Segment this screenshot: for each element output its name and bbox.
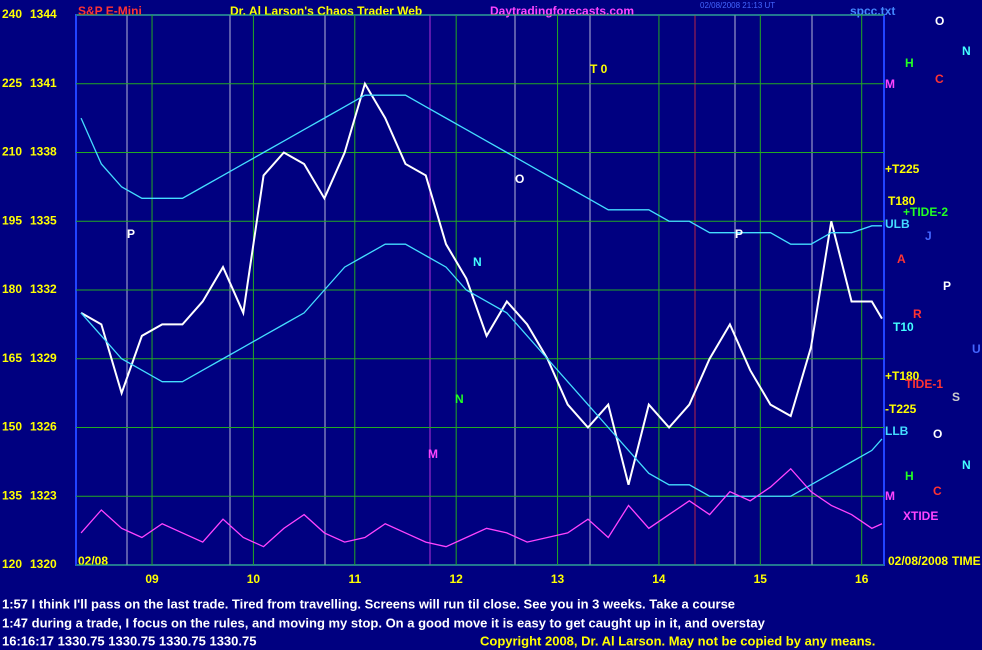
y-tick-label: 1320 <box>30 557 57 571</box>
y2-tick-label: 135 <box>2 488 22 502</box>
level-label: P <box>943 279 951 293</box>
note: 1:47 during a trade, I focus on the rule… <box>2 615 766 630</box>
level-label: M <box>885 77 895 91</box>
y2-tick-label: 150 <box>2 420 22 434</box>
level-label: T10 <box>893 320 914 334</box>
annotation: O <box>515 172 524 186</box>
y-tick-label: 1323 <box>30 488 57 502</box>
series-label: XTIDE <box>903 509 938 523</box>
series-label: ULB <box>885 217 910 231</box>
level-label: A <box>897 252 906 266</box>
y2-tick-label: 240 <box>2 7 22 21</box>
x-tick-label: 13 <box>551 572 565 586</box>
y-tick-label: 1344 <box>30 7 57 21</box>
level-label: H <box>905 56 914 70</box>
end-date: 02/08/2008 <box>888 554 948 568</box>
note: 1:57 I think I'll pass on the last trade… <box>2 596 735 611</box>
series-line <box>80 81 883 486</box>
level-label: +T225 <box>885 162 920 176</box>
instrument: S&P E-Mini <box>78 4 142 18</box>
start-date: 02/08 <box>78 554 108 568</box>
series-line <box>80 467 883 548</box>
y2-tick-label: 210 <box>2 145 22 159</box>
level-label: +T180 <box>885 369 920 383</box>
level-label: -T225 <box>885 402 917 416</box>
level-label: M <box>885 489 895 503</box>
y2-tick-label: 120 <box>2 557 22 571</box>
site: Daytradingforecasts.com <box>490 4 634 18</box>
level-label: H <box>905 469 914 483</box>
annotation: M <box>428 447 438 461</box>
x-tick-label: 14 <box>652 572 666 586</box>
level-label: S <box>952 390 960 404</box>
y-tick-label: 1338 <box>30 145 57 159</box>
annotation: T 0 <box>590 62 608 76</box>
copyright: Copyright 2008, Dr. Al Larson. May not b… <box>480 633 875 648</box>
annotation: P <box>127 227 135 241</box>
level-label: O <box>935 14 944 28</box>
level-label: +TIDE-2 <box>903 205 948 219</box>
file-name: spcc.txt <box>850 4 895 18</box>
quote: 16:16:17 1330.75 1330.75 1330.75 1330.75 <box>2 633 256 648</box>
y-tick-label: 1326 <box>30 420 57 434</box>
level-label: N <box>962 458 971 472</box>
x-tick-label: 15 <box>754 572 768 586</box>
level-label: R <box>913 307 922 321</box>
y2-tick-label: 195 <box>2 213 22 227</box>
level-label: N <box>962 44 971 58</box>
series-line <box>80 94 882 245</box>
annotation: N <box>455 392 464 406</box>
level-label: T180 <box>888 194 916 208</box>
y-tick-label: 1332 <box>30 282 57 296</box>
x-tick-label: 11 <box>348 572 361 586</box>
series-label: LLB <box>885 424 909 438</box>
level-label: TIME <box>952 554 981 568</box>
y2-tick-label: 165 <box>2 351 22 365</box>
x-tick-label: 10 <box>247 572 261 586</box>
annotation: P <box>735 227 743 241</box>
x-tick-label: 09 <box>145 572 159 586</box>
level-label: TIDE-1 <box>905 377 943 391</box>
x-tick-label: 16 <box>855 572 869 586</box>
y-tick-label: 1335 <box>30 213 57 227</box>
level-label: C <box>935 72 944 86</box>
y2-tick-label: 180 <box>2 282 22 296</box>
chart-title: Dr. Al Larson's Chaos Trader Web <box>230 4 422 18</box>
level-label: U <box>972 342 981 356</box>
level-label: O <box>933 427 942 441</box>
annotation: N <box>473 255 482 269</box>
level-label: J <box>925 229 932 243</box>
level-label: C <box>933 484 942 498</box>
x-tick-label: 12 <box>449 572 463 586</box>
timestamp: 02/08/2008 21:13 UT <box>700 1 775 10</box>
y-tick-label: 1329 <box>30 351 57 365</box>
y2-tick-label: 225 <box>2 76 22 90</box>
y-tick-label: 1341 <box>30 76 57 90</box>
